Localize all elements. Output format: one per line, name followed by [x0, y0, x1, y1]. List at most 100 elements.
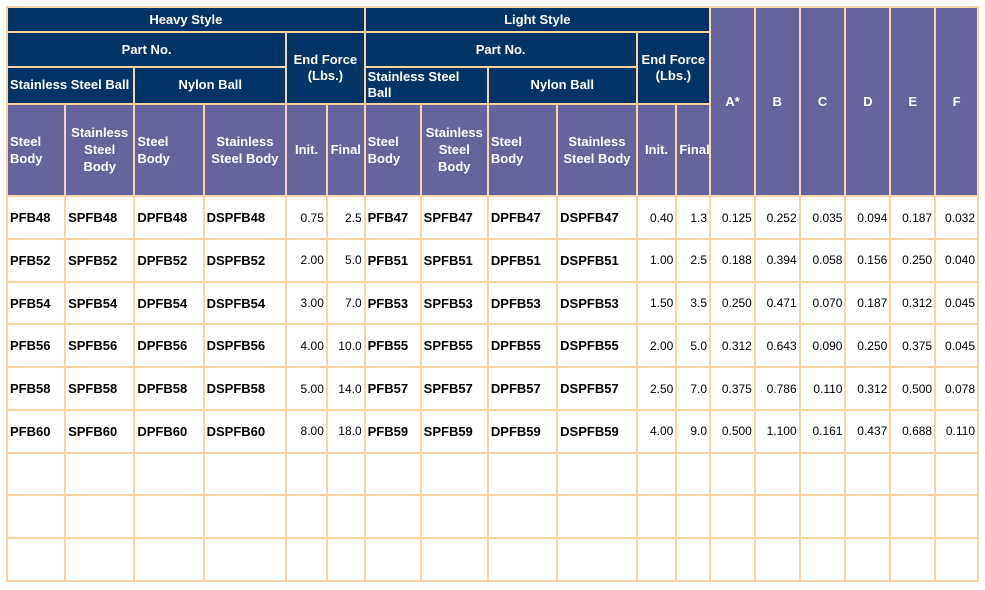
empty-cell	[711, 496, 754, 538]
dim-c-cell: 0.161	[800, 410, 845, 452]
empty-cell	[135, 539, 203, 580]
empty-row	[8, 453, 977, 495]
dim-a-cell: 0.375	[711, 368, 754, 409]
heavy-init-cell: 3.00	[287, 282, 326, 324]
dim-b-cell: 0.471	[755, 282, 799, 324]
empty-cell	[66, 496, 134, 538]
dim-e-cell: 0.250	[891, 240, 935, 281]
light-nylon-stainless-body-cell: DSPFB59	[558, 410, 636, 452]
light-init-cell: 1.00	[637, 240, 676, 281]
light-nylon-ball-header: Nylon Ball	[488, 68, 636, 103]
table-row: PFB60 SPFB60 DPFB60 DSPFB60 8.00 18.0 PFB59 SPF…	[8, 410, 977, 452]
empty-cell	[365, 539, 420, 580]
dim-e-cell: 0.375	[891, 325, 935, 367]
empty-cell	[204, 453, 286, 495]
light-ss-ball-header: Stainless Steel Ball	[365, 68, 487, 103]
heavy-ss-stainless-body-cell: SPFB56	[66, 325, 134, 367]
heavy-nylon-stainless-body-cell: DSPFB60	[204, 410, 286, 452]
light-nylon-steel-body-cell: DPFB53	[488, 282, 557, 324]
dim-d-cell: 0.094	[846, 197, 890, 239]
heavy-nylon-steel-body-cell: DPFB52	[135, 240, 203, 281]
heavy-nylon-steel-body-cell: DPFB54	[135, 282, 203, 324]
empty-cell	[558, 496, 636, 538]
light-style-header: Light Style	[365, 8, 710, 32]
light-ss-stainless-body-cell: SPFB51	[421, 240, 487, 281]
empty-cell	[637, 496, 676, 538]
heavy-final-cell: 5.0	[327, 240, 364, 281]
light-nylon-stainless-body-cell: DSPFB47	[558, 197, 636, 239]
heavy-init-header: Init.	[287, 104, 326, 196]
empty-cell	[365, 496, 420, 538]
light-nylon-steel-body-cell: DPFB59	[488, 410, 557, 452]
dim-header-f: F	[936, 8, 977, 196]
light-init-cell: 2.00	[637, 325, 676, 367]
heavy-nylon-steel-body-header: Steel Body	[135, 104, 203, 196]
empty-cell	[287, 496, 326, 538]
dim-f-cell: 0.045	[936, 282, 977, 324]
empty-cell	[327, 453, 364, 495]
heavy-ss-steel-body-cell: PFB48	[8, 197, 65, 239]
dim-c-cell: 0.035	[800, 197, 845, 239]
heavy-ss-stainless-body-cell: SPFB52	[66, 240, 134, 281]
light-ss-steel-body-cell: PFB57	[365, 368, 420, 409]
heavy-ss-steel-body-cell: PFB52	[8, 240, 65, 281]
light-end-force-header: End Force (Lbs.)	[637, 33, 710, 103]
dim-a-cell: 0.500	[711, 410, 754, 452]
heavy-final-cell: 14.0	[327, 368, 364, 409]
empty-cell	[558, 539, 636, 580]
light-nylon-stainless-body-cell: DSPFB53	[558, 282, 636, 324]
empty-cell	[800, 539, 845, 580]
dim-header-d: D	[846, 8, 890, 196]
empty-cell	[8, 539, 65, 580]
dim-e-cell: 0.500	[891, 368, 935, 409]
light-nylon-stainless-body-cell: DSPFB55	[558, 325, 636, 367]
light-ss-stainless-body-cell: SPFB53	[421, 282, 487, 324]
table-row: PFB56 SPFB56 DPFB56 DSPFB56 4.00 10.0 PFB55 SPF…	[8, 325, 977, 367]
empty-cell	[204, 539, 286, 580]
light-final-cell: 5.0	[677, 325, 710, 367]
light-nylon-steel-body-cell: DPFB47	[488, 197, 557, 239]
empty-cell	[365, 453, 420, 495]
light-init-cell: 4.00	[637, 410, 676, 452]
heavy-final-cell: 2.5	[327, 197, 364, 239]
table-row: PFB58 SPFB58 DPFB58 DSPFB58 5.00 14.0 PFB57 SPF…	[8, 368, 977, 409]
dim-f-cell: 0.032	[936, 197, 977, 239]
dim-a-cell: 0.250	[711, 282, 754, 324]
dim-b-cell: 0.252	[755, 197, 799, 239]
heavy-nylon-stainless-body-cell: DSPFB54	[204, 282, 286, 324]
empty-cell	[800, 453, 845, 495]
empty-cell	[204, 496, 286, 538]
light-final-cell: 3.5	[677, 282, 710, 324]
heavy-init-cell: 5.00	[287, 368, 326, 409]
dim-e-cell: 0.312	[891, 282, 935, 324]
heavy-ss-steel-body-header: Steel Body	[8, 104, 65, 196]
dim-b-cell: 1.100	[755, 410, 799, 452]
light-nylon-stainless-body-cell: DSPFB51	[558, 240, 636, 281]
heavy-final-cell: 10.0	[327, 325, 364, 367]
light-ss-steel-body-cell: PFB59	[365, 410, 420, 452]
dim-a-cell: 0.188	[711, 240, 754, 281]
heavy-nylon-stainless-body-cell: DSPFB58	[204, 368, 286, 409]
empty-cell	[936, 496, 977, 538]
light-ss-steel-body-cell: PFB53	[365, 282, 420, 324]
heavy-nylon-ball-header: Nylon Ball	[135, 68, 286, 103]
empty-cell	[8, 496, 65, 538]
dim-d-cell: 0.312	[846, 368, 890, 409]
empty-cell	[637, 539, 676, 580]
empty-cell	[891, 539, 935, 580]
empty-cell	[800, 496, 845, 538]
dim-c-cell: 0.070	[800, 282, 845, 324]
empty-cell	[135, 496, 203, 538]
heavy-end-force-header: End Force (Lbs.)	[287, 33, 364, 103]
dim-b-cell: 0.786	[755, 368, 799, 409]
light-ss-steel-body-cell: PFB55	[365, 325, 420, 367]
dim-f-cell: 0.110	[936, 410, 977, 452]
light-nylon-steel-body-cell: DPFB51	[488, 240, 557, 281]
heavy-ss-steel-body-cell: PFB60	[8, 410, 65, 452]
heavy-final-header: Final	[327, 104, 364, 196]
empty-cell	[755, 539, 799, 580]
light-nylon-steel-body-cell: DPFB55	[488, 325, 557, 367]
light-init-cell: 0.40	[637, 197, 676, 239]
light-init-cell: 1.50	[637, 282, 676, 324]
dim-b-cell: 0.643	[755, 325, 799, 367]
